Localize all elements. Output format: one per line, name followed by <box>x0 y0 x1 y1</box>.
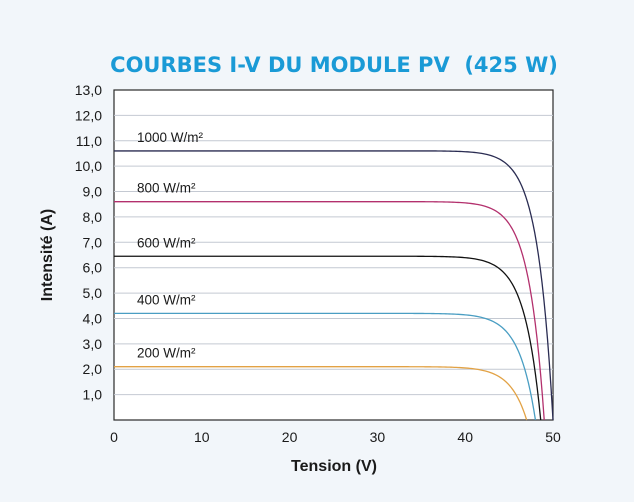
gridlines <box>114 114 553 396</box>
chart-title: COURBES I-V DU MODULE PV (425 W) <box>110 53 558 77</box>
series-line-1 <box>114 201 545 421</box>
x-tick-label: 20 <box>282 429 298 445</box>
series-line-3 <box>114 312 537 421</box>
x-axis-label: Tension (V) <box>291 458 377 475</box>
y-tick-label: 1,0 <box>83 387 103 403</box>
series-label-4: 200 W/m² <box>137 346 196 361</box>
x-tick-label: 0 <box>110 429 118 445</box>
y-tick-label: 9,0 <box>83 184 103 200</box>
x-tick-labels: 0 10 20 30 40 50 <box>110 429 561 445</box>
series-label-2: 600 W/m² <box>137 235 196 250</box>
series-line-0 <box>114 150 554 421</box>
series-lines <box>114 150 554 421</box>
y-tick-label: 13,0 <box>75 82 102 98</box>
series-line-2 <box>114 255 542 421</box>
y-tick-label: 10,0 <box>75 158 102 174</box>
series-labels: 1000 W/m² 800 W/m² 600 W/m² 400 W/m² 200 W/m… <box>137 130 204 361</box>
y-tick-label: 5,0 <box>83 285 103 301</box>
plot-area <box>113 89 554 421</box>
y-tick-label: 3,0 <box>83 336 103 352</box>
y-tick-label: 8,0 <box>83 209 103 225</box>
y-tick-label: 2,0 <box>83 361 103 377</box>
y-tick-label: 7,0 <box>83 234 103 250</box>
y-axis-label: Intensité (A) <box>39 209 56 301</box>
x-tick-label: 40 <box>457 429 473 445</box>
y-tick-label: 6,0 <box>83 260 103 276</box>
x-tick-label: 50 <box>545 429 561 445</box>
x-tick-label: 10 <box>194 429 210 445</box>
y-tick-label: 11,0 <box>76 133 102 149</box>
series-label-0: 1000 W/m² <box>137 130 204 145</box>
series-line-4 <box>114 366 528 421</box>
y-tick-labels: 1,0 2,0 3,0 4,0 5,0 6,0 7,0 8,0 9,0 10,0 11,0 12,0 1… <box>75 82 102 403</box>
series-label-3: 400 W/m² <box>137 292 196 307</box>
y-tick-label: 12,0 <box>75 107 102 123</box>
series-label-1: 800 W/m² <box>137 181 196 196</box>
x-tick-label: 30 <box>370 429 386 445</box>
y-tick-label: 4,0 <box>83 310 103 326</box>
